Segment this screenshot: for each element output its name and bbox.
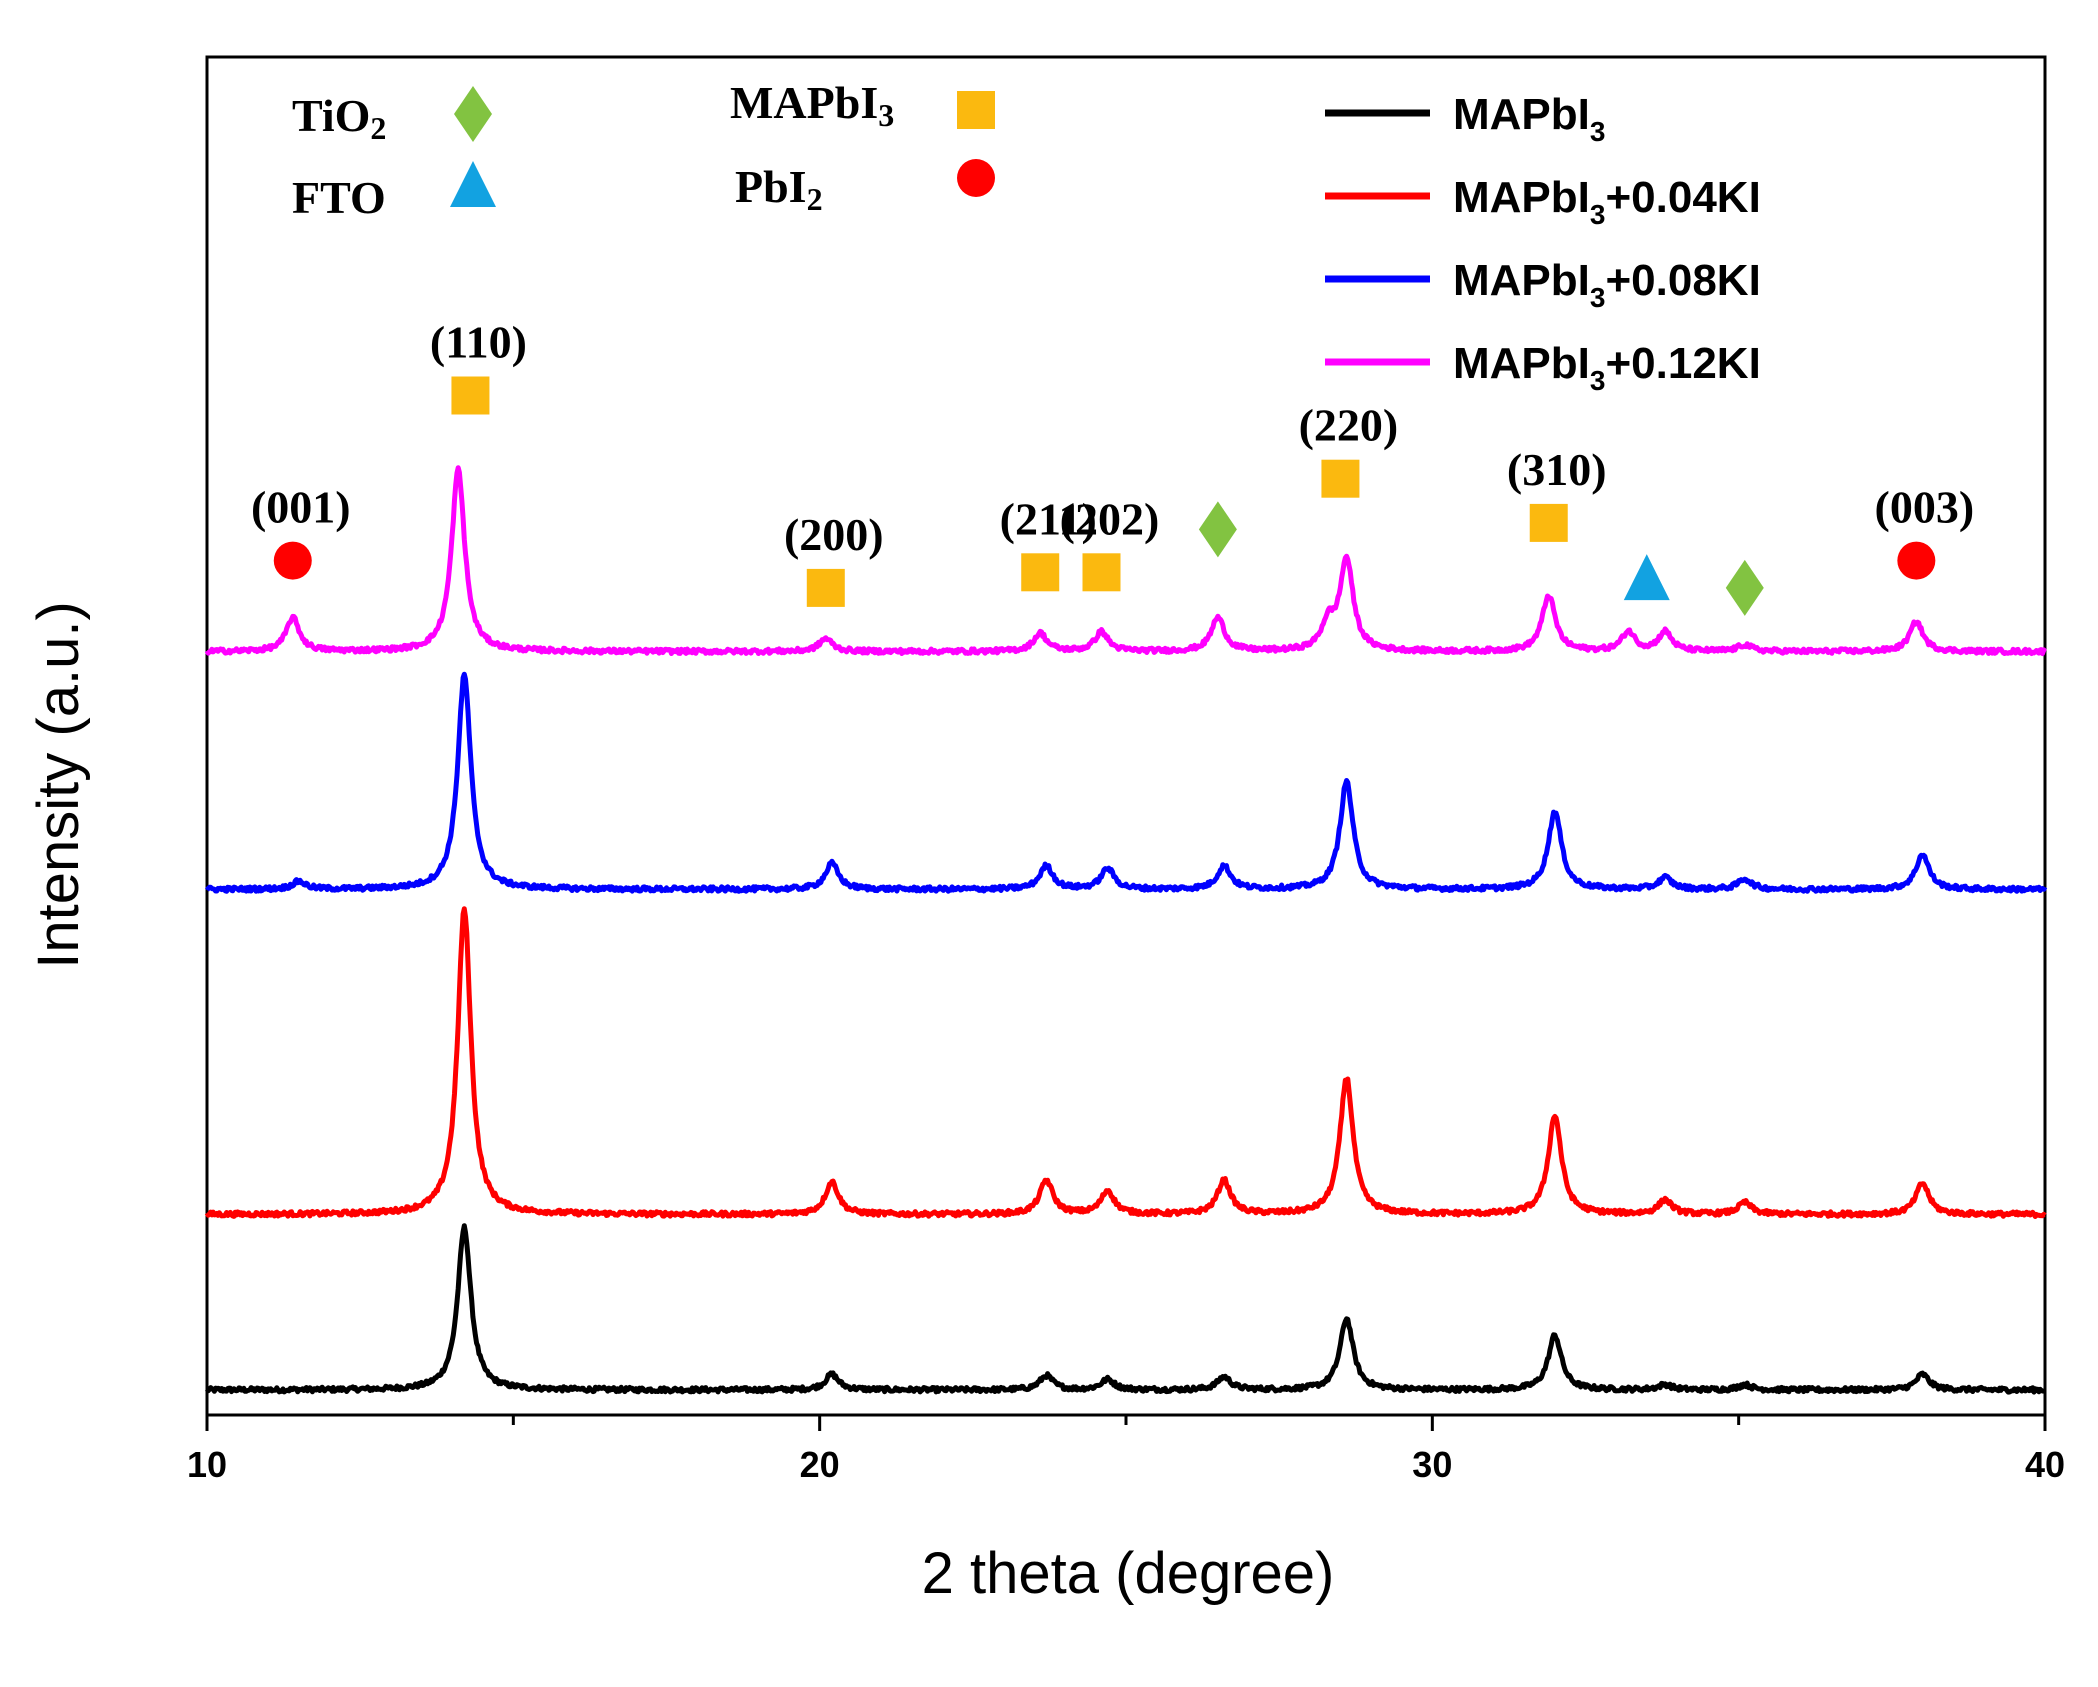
series-layer [204,465,2048,1395]
peak-marker-square [451,376,490,415]
legend-label: MAPbI3 [1453,90,1605,147]
hkl-label: (200) [784,509,884,560]
legend-label: MAPbI3+0.08KI [1453,256,1761,313]
hkl-label: (110) [430,317,527,368]
series-line-2 [204,671,2048,894]
legend-label: MAPbI3+0.04KI [1453,173,1761,230]
peak-marker-square [1321,459,1360,498]
peak-marker-triangle [1623,554,1670,601]
phase-legend: TiO2 FTO MAPbI3 PbI2 [292,77,995,223]
phase-legend-label: MAPbI3 [730,77,894,133]
phase-legend-triangle-icon [450,161,496,207]
peak-marker-square [806,568,845,607]
peak-marker-square [1529,503,1568,542]
tick-layer: 10 20 30 40 [187,1415,2065,1485]
phase-legend-label: PbI2 [735,161,823,217]
series-line-1 [204,906,2047,1219]
hkl-label: (003) [1875,482,1975,533]
peak-marker-diamond [1725,559,1764,616]
phase-legend-label: TiO2 [292,90,386,146]
hkl-label: (202) [1060,493,1160,544]
series-line-0 [204,1223,2047,1395]
peak-marker-circle [273,541,312,580]
hkl-label: (310) [1507,444,1607,495]
x-axis-title: 2 theta (degree) [922,1541,1335,1606]
phase-legend-diamond-icon [454,86,492,142]
x-tick-label: 30 [1412,1444,1452,1485]
peak-marker-layer: (001) (110) (200) (211)(202) (220) (310) (003) [251,317,1974,616]
hkl-label: (220) [1299,400,1399,451]
x-tick-label: 10 [187,1444,227,1485]
hkl-label: (001) [251,482,351,533]
phase-legend-square-icon [957,91,995,129]
peak-marker-square [1082,553,1121,592]
phase-legend-circle-icon [957,159,995,197]
phase-legend-label: FTO [292,172,386,223]
peak-marker-diamond [1198,501,1237,558]
peak-marker-square [1021,553,1060,592]
x-tick-label: 20 [800,1444,840,1485]
y-axis-title: Intensity (a.u.) [26,601,91,968]
series-line-3 [204,465,2047,657]
x-tick-label: 40 [2025,1444,2065,1485]
hkl-label: (211) [1000,493,1097,544]
peak-marker-circle [1897,541,1936,580]
legend-label: MAPbI3+0.12KI [1453,339,1761,396]
series-legend: MAPbI3 MAPbI3+0.04KI MAPbI3+0.08KI MAPbI3+0… [1325,90,1761,396]
